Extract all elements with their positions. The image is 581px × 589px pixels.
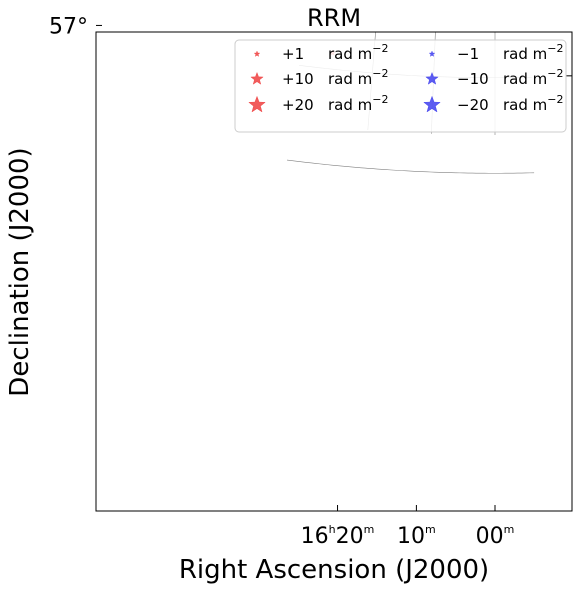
y-tick-labels: 53°54°55°56°57° [49,14,88,39]
legend-box [234,39,567,133]
x-tick-label: 16h20m [301,523,375,549]
x-tick-label: 10m [397,523,436,549]
x-tick-label: 00m [476,523,515,549]
legend-label: −20 rad m−2 [457,93,563,114]
legend-marker [250,72,264,85]
x-axis-label: Right Ascension (J2000) [179,555,489,585]
y-axis-label: Declination (J2000) [5,147,35,396]
negative-rrm-point [441,0,452,1]
legend-marker [253,50,261,57]
dec-gridline [286,159,535,174]
legend-marker [423,95,441,113]
plot-frame [95,31,573,512]
legend-marker [248,95,266,113]
legend-label: −10 rad m−2 [457,67,563,88]
legend-label: +10 rad m−2 [282,67,388,88]
negative-rrm-point [402,2,407,7]
negative-rrm-point [491,15,498,21]
legend: +1 rad m−2+10 rad m−2+20 rad m−2−1 rad m−2−1… [234,39,567,133]
legend-marker [428,50,436,57]
legend-marker [425,72,439,85]
x-tick-labels: 16h20m 10m 00m [301,523,515,549]
y-tick-label: 57° [49,14,88,39]
legend-label: +20 rad m−2 [282,93,388,114]
axis-ticks [96,24,572,511]
legend-label: +1 rad m−2 [282,42,388,63]
chart-title: RRM [307,4,361,32]
